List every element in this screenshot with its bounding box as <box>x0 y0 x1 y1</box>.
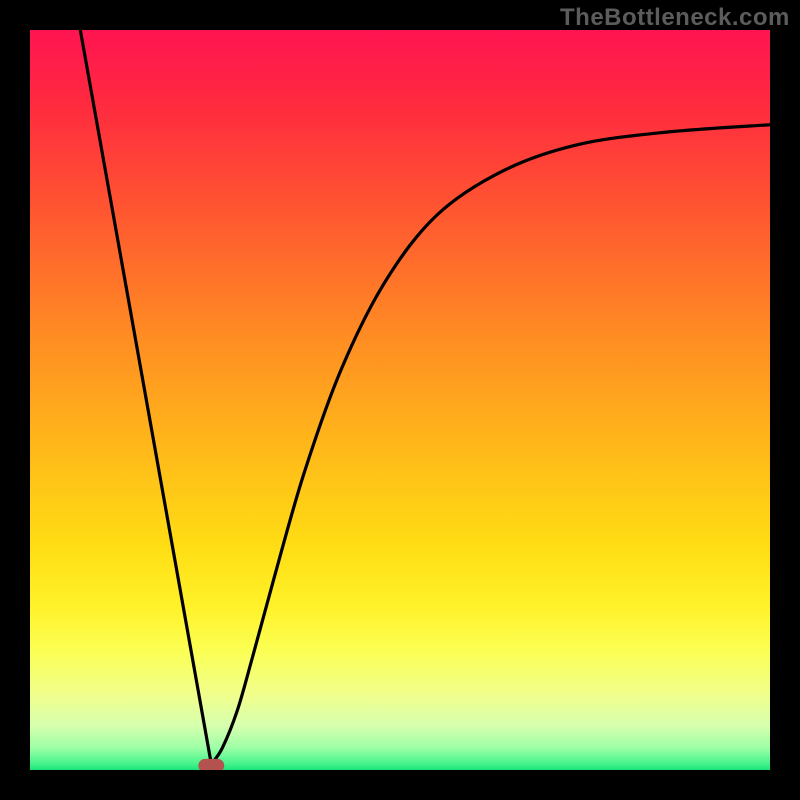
watermark-text: TheBottleneck.com <box>560 4 790 32</box>
bottleneck-curve <box>80 30 770 764</box>
watermark-label: TheBottleneck.com <box>560 4 790 31</box>
minimum-marker <box>198 759 224 770</box>
chart-overlay <box>30 30 770 770</box>
plot-area <box>30 30 770 770</box>
